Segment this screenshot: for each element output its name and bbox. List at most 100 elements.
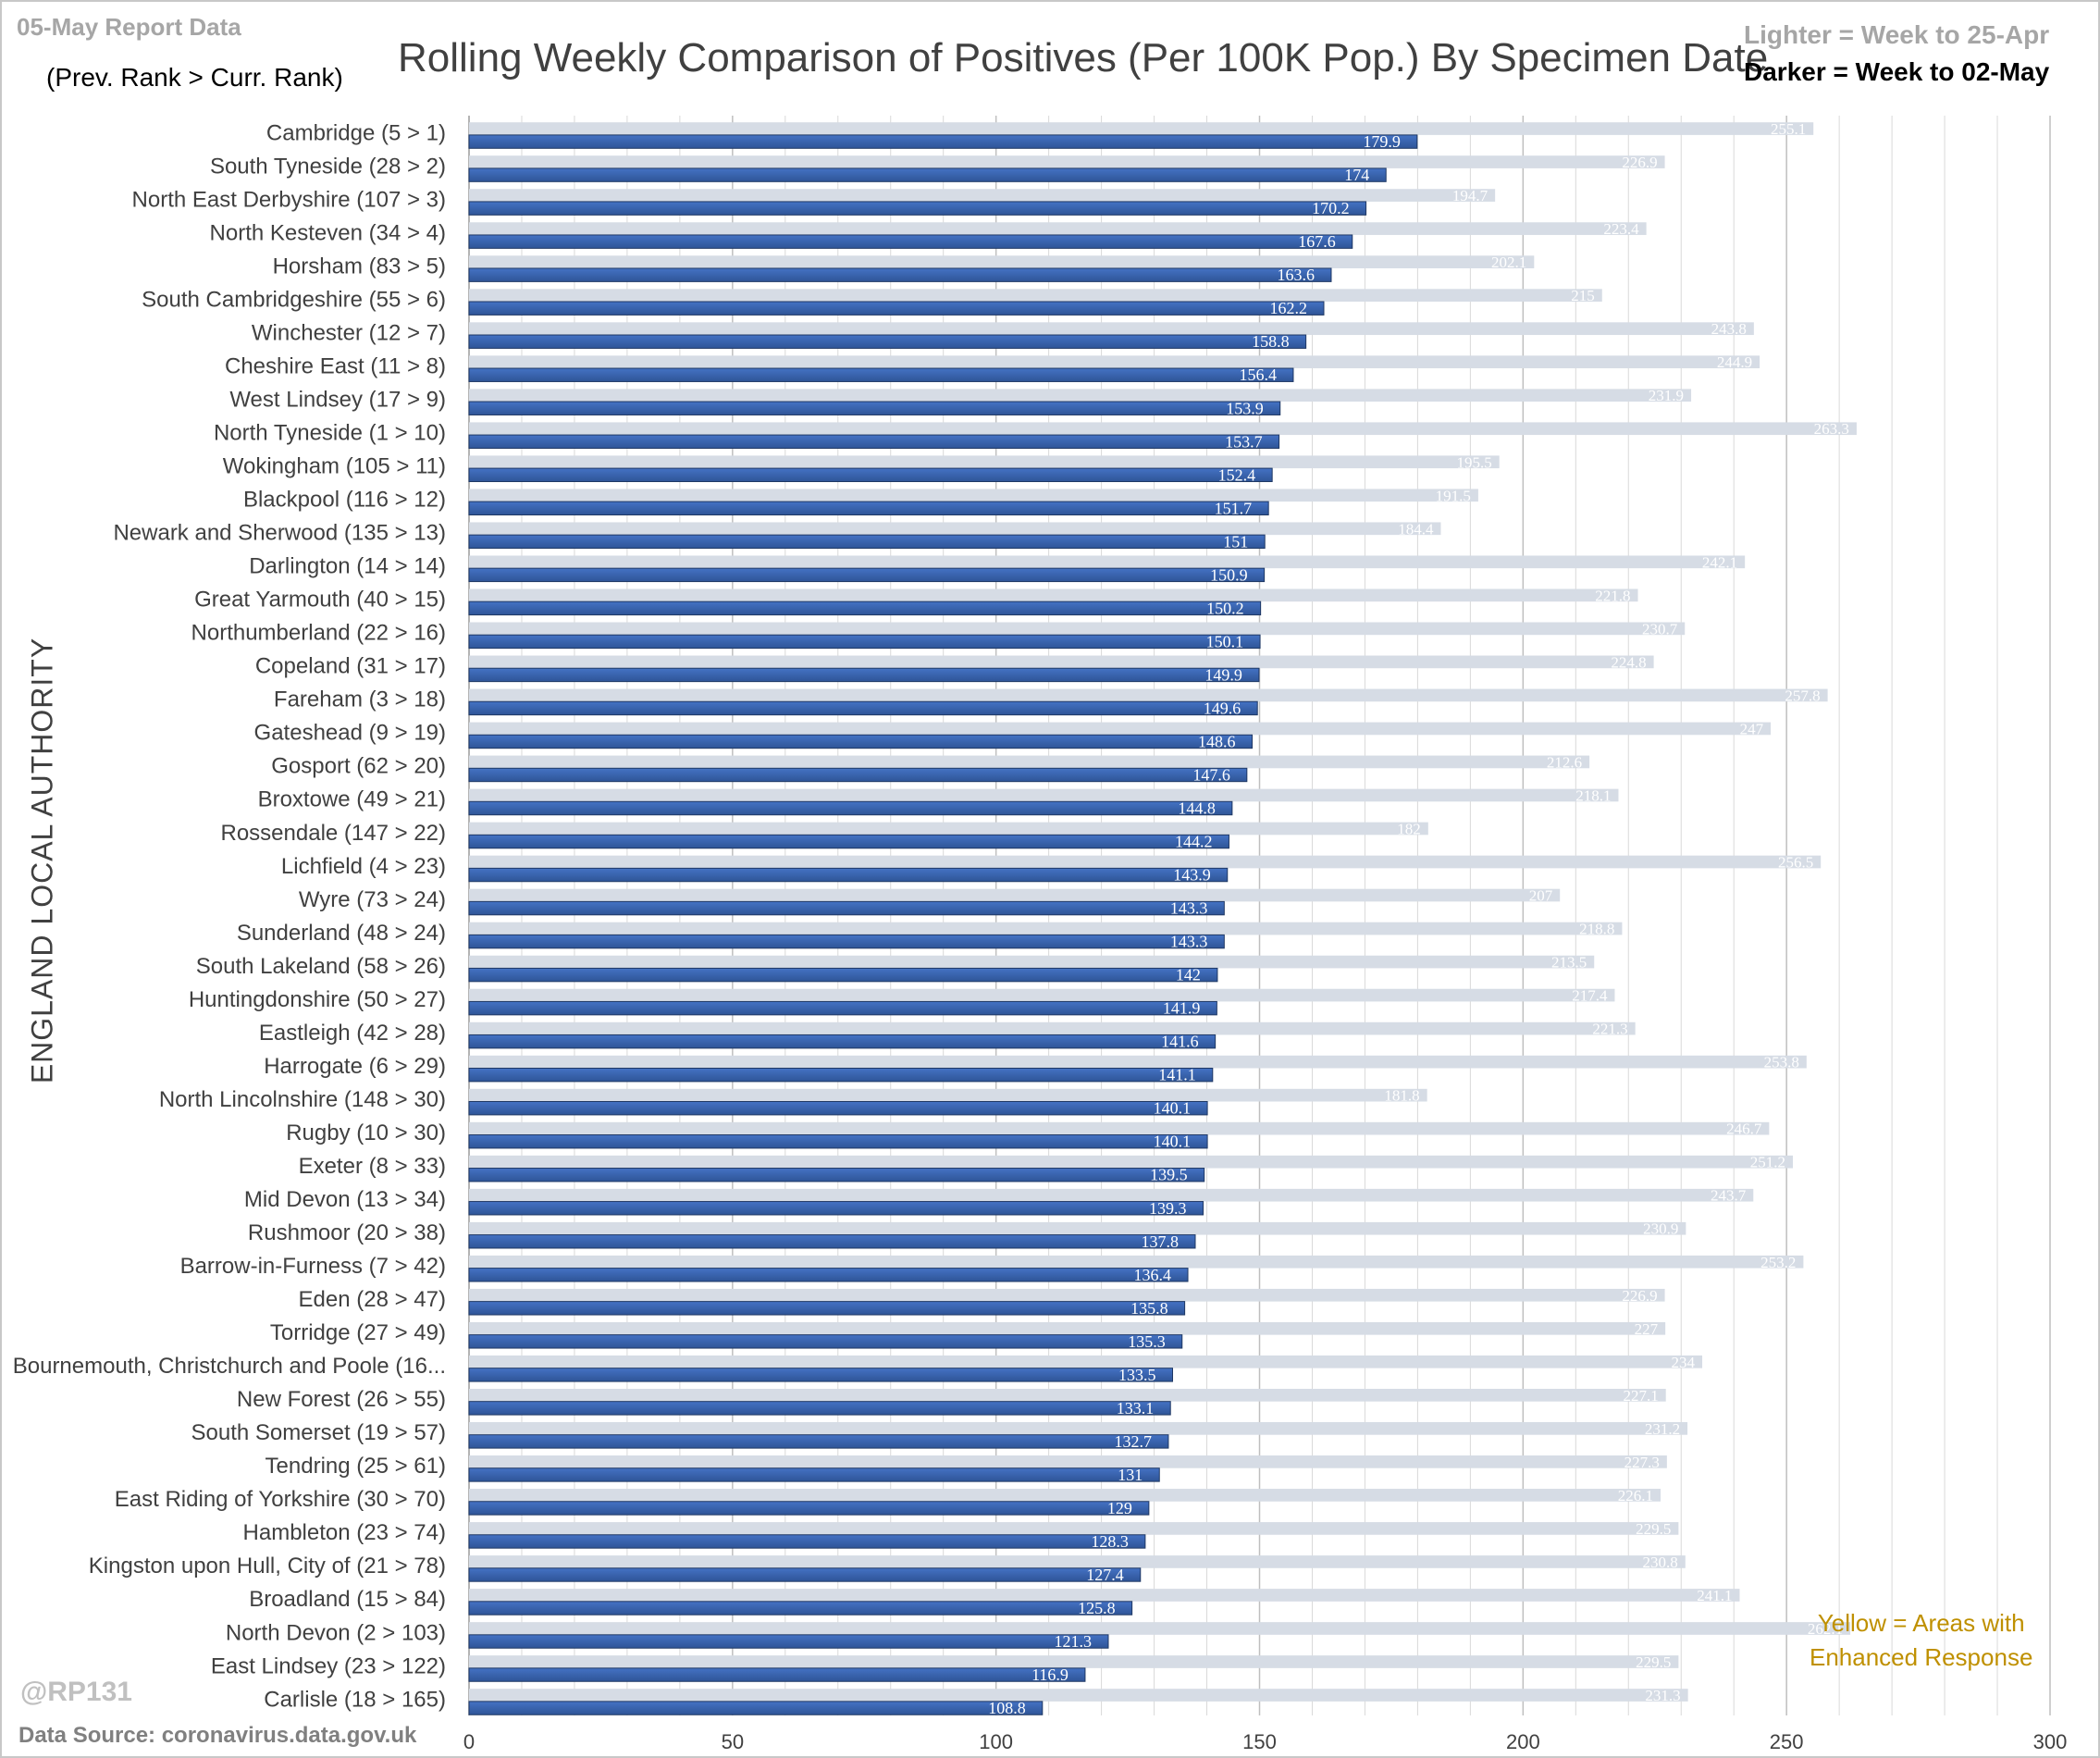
category-label: Cambridge (5 > 1) <box>266 120 446 145</box>
bar-value-label-previous: 256.5 <box>1778 854 1813 872</box>
bar-value-label-previous: 246.7 <box>1726 1120 1762 1138</box>
bar-value-label-previous: 195.5 <box>1456 453 1491 471</box>
category-label: Great Yarmouth (40 > 15) <box>194 588 446 613</box>
bar-previous-week <box>469 822 1428 836</box>
category-label: New Forest (26 > 55) <box>237 1387 446 1412</box>
bar-previous-week <box>469 1155 1794 1169</box>
bar-value-label-current: 153.9 <box>1226 399 1264 417</box>
bar-current-week <box>468 1067 1214 1083</box>
data-source: Data Source: coronavirus.data.gov.uk <box>19 1723 417 1748</box>
x-tick-label: 200 <box>1506 1730 1540 1753</box>
x-tick-label: 150 <box>1242 1730 1277 1753</box>
category-label: Horsham (83 > 5) <box>273 254 446 279</box>
bar-value-label-current: 162.2 <box>1269 299 1307 317</box>
bar-previous-week <box>469 1021 1636 1035</box>
bar-previous-week <box>469 522 1441 536</box>
bar-current-week <box>468 1434 1169 1449</box>
bar-value-label-previous: 231.3 <box>1645 1687 1680 1704</box>
bar-value-label-current: 151.7 <box>1215 499 1253 517</box>
bar-current-week <box>468 1168 1205 1182</box>
author-handle: @RP131 <box>20 1677 132 1707</box>
bar-previous-week <box>469 489 1478 502</box>
bar-previous-week <box>469 988 1615 1002</box>
category-label: North Devon (2 > 103) <box>226 1620 446 1645</box>
category-label: Wyre (73 > 24) <box>299 887 446 912</box>
category-label: Gosport (62 > 20) <box>271 754 446 779</box>
bar-value-label-previous: 230.9 <box>1643 1220 1678 1238</box>
bar-value-label-previous: 230.8 <box>1643 1554 1678 1571</box>
bar-previous-week <box>469 555 1746 569</box>
bar-previous-week <box>469 1321 1666 1335</box>
bar-previous-week <box>469 1422 1688 1435</box>
bar-value-label-current: 144.8 <box>1178 799 1216 818</box>
bar-previous-week <box>469 922 1623 935</box>
x-tick-label: 250 <box>1770 1730 1804 1753</box>
bar-previous-week <box>469 1522 1679 1535</box>
category-label: Torridge (27 > 49) <box>270 1320 446 1345</box>
bar-value-label-previous: 227.1 <box>1623 1387 1658 1405</box>
bar-current-week <box>468 1134 1208 1149</box>
bar-value-label-previous: 242.1 <box>1702 553 1737 571</box>
bar-value-label-current: 163.6 <box>1277 266 1315 284</box>
bar-current-week <box>468 1634 1109 1649</box>
bar-previous-week <box>469 1121 1770 1135</box>
category-label: North Tyneside (1 > 10) <box>214 421 446 446</box>
category-label: Fareham (3 > 18) <box>274 687 446 712</box>
x-tick-label: 0 <box>463 1730 475 1753</box>
x-tick-label: 100 <box>979 1730 1013 1753</box>
category-label: Barrow-in-Furness (7 > 42) <box>180 1254 446 1279</box>
rank-note: (Prev. Rank > Curr. Rank) <box>46 63 343 92</box>
bar-current-week <box>468 567 1266 583</box>
bar-value-label-current: 150.9 <box>1210 565 1248 584</box>
bar-value-label-current: 158.8 <box>1252 332 1290 351</box>
bar-value-label-current: 131 <box>1118 1466 1143 1484</box>
bar-value-label-previous: 253.2 <box>1760 1254 1796 1271</box>
category-label: Newark and Sherwood (135 > 13) <box>113 521 446 546</box>
bar-value-label-current: 156.4 <box>1239 365 1277 384</box>
bar-value-label-previous: 213.5 <box>1551 954 1587 972</box>
bar-value-label-previous: 221.3 <box>1592 1021 1627 1038</box>
bar-value-label-current: 149.6 <box>1204 699 1241 717</box>
bar-value-label-current: 150.1 <box>1206 632 1244 650</box>
bar-value-label-current: 141.9 <box>1163 999 1201 1018</box>
bar-current-week <box>468 1301 1186 1316</box>
category-label: Eastleigh (42 > 28) <box>259 1021 446 1046</box>
bar-current-week <box>468 501 1269 516</box>
bar-current-week <box>468 667 1260 683</box>
bar-current-week <box>468 1268 1189 1282</box>
category-label: Broadland (15 > 84) <box>249 1587 446 1612</box>
bar-current-week <box>468 734 1254 749</box>
bar-previous-week <box>469 389 1692 402</box>
bar-current-week <box>468 900 1225 916</box>
bar-previous-week <box>469 1622 1851 1635</box>
category-label: Rossendale (147 > 22) <box>221 821 447 846</box>
bar-previous-week <box>469 1055 1807 1069</box>
bar-value-label-current: 147.6 <box>1192 765 1230 784</box>
bar-previous-week <box>469 1355 1703 1368</box>
bar-value-label-previous: 255.1 <box>1771 120 1806 138</box>
category-label: Copeland (31 > 17) <box>255 654 446 679</box>
bar-value-label-previous: 194.7 <box>1452 187 1489 204</box>
bar-value-label-previous: 181.8 <box>1384 1087 1419 1105</box>
bar-value-label-previous: 227.3 <box>1624 1454 1660 1471</box>
bar-previous-week <box>469 155 1665 168</box>
category-label: North Kesteven (34 > 4) <box>210 220 446 245</box>
bar-previous-week <box>469 1589 1740 1602</box>
bar-current-week <box>468 1368 1174 1382</box>
bar-value-label-previous: 226.1 <box>1618 1487 1653 1504</box>
bar-previous-week <box>469 1655 1679 1668</box>
category-label: Eden (28 > 47) <box>299 1287 446 1312</box>
bar-value-label-previous: 207 <box>1529 887 1553 905</box>
bar-previous-week <box>469 222 1647 235</box>
category-label: Harrogate (6 > 29) <box>264 1054 446 1079</box>
bar-previous-week <box>469 1555 1686 1568</box>
bar-value-label-previous: 251.2 <box>1750 1154 1785 1171</box>
bar-previous-week <box>469 855 1822 869</box>
bar-value-label-previous: 218.8 <box>1579 921 1614 938</box>
yellow-note-line1: Yellow = Areas with <box>1817 1609 2025 1637</box>
category-label: Wokingham (105 > 11) <box>223 454 446 479</box>
bar-current-week <box>468 267 1332 282</box>
category-label: Exeter (8 > 33) <box>299 1154 446 1179</box>
x-tick-label: 50 <box>722 1730 744 1753</box>
